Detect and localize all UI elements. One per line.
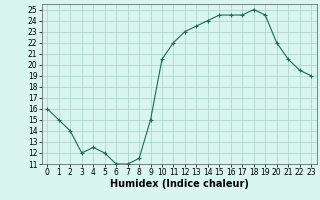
X-axis label: Humidex (Indice chaleur): Humidex (Indice chaleur) (110, 179, 249, 189)
